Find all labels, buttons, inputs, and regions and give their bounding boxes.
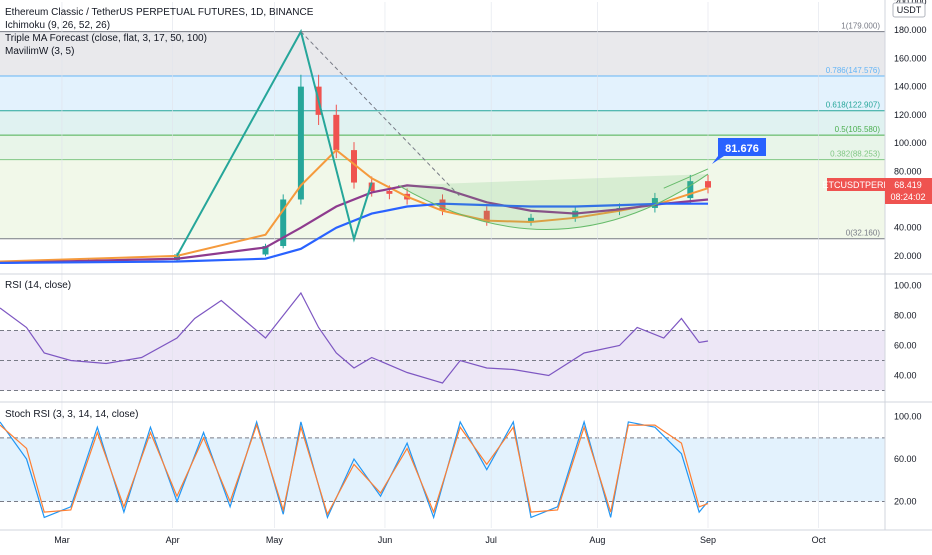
series-ma-mid-line[interactable]: [0, 184, 709, 265]
time-axis-label: Jul: [485, 535, 497, 545]
forecast-callout-box: [712, 138, 766, 164]
rsi-line[interactable]: [0, 291, 709, 384]
fib-level-label: 1(179.000): [841, 22, 880, 31]
stoch-band: [0, 437, 885, 502]
time-axis-label: Apr: [166, 535, 180, 545]
time-axis-label: Jun: [378, 535, 393, 545]
fib-band: [0, 31, 885, 76]
rsi-axis-label: 100.00: [894, 281, 922, 291]
candle-body[interactable]: [297, 86, 304, 200]
indicator-ichimoku-label[interactable]: Ichimoku (9, 26, 52, 26): [5, 20, 110, 31]
candle-body[interactable]: [280, 199, 287, 247]
rsi-axis-label: 80.00: [894, 311, 917, 321]
price-axis-label: 120.000: [894, 110, 927, 120]
candle-body[interactable]: [705, 181, 711, 188]
rsi-axis-label: 60.00: [894, 341, 917, 351]
candle-body[interactable]: [174, 254, 180, 261]
price-tag-symbol-bg: [827, 178, 885, 191]
time-axis-label: Sep: [700, 535, 716, 545]
fib-level-label: 0.5(105.580): [835, 125, 881, 134]
candle-body[interactable]: [262, 246, 269, 255]
candle-body[interactable]: [528, 217, 534, 223]
time-axis-label: Oct: [812, 535, 827, 545]
indicator-mavilim-label[interactable]: MavilimW (3, 5): [5, 46, 74, 57]
stoch-rsi-title: Stoch RSI (3, 3, 14, 14, close): [5, 409, 138, 420]
fib-level-label: 0.382(88.253): [830, 150, 880, 159]
time-axis-label: Mar: [54, 535, 70, 545]
candle-body[interactable]: [333, 114, 340, 151]
candle-body[interactable]: [439, 199, 446, 211]
series-ma-fast-line[interactable]: [0, 148, 709, 263]
price-tag-countdown: 08:24:02: [890, 192, 925, 202]
price-tag-value: 68.419: [894, 180, 922, 190]
fib-level-label: 0.786(147.576): [826, 66, 881, 75]
price-axis-label: 160.000: [894, 53, 927, 63]
stoch-axis-label: 60.00: [894, 454, 917, 464]
time-axis-label: May: [266, 535, 284, 545]
stoch-d-line[interactable]: [0, 423, 709, 516]
candle-body[interactable]: [687, 181, 694, 199]
stoch-axis-label: 20.00: [894, 496, 917, 506]
fib-band: [0, 110, 885, 136]
price-axis-label: 80.000: [894, 166, 922, 176]
symbol-title: Ethereum Classic / TetherUS PERPETUAL FU…: [5, 7, 314, 18]
rsi-title: RSI (14, close): [5, 280, 71, 291]
stoch-axis-label: 100.00: [894, 412, 922, 422]
fib-band: [0, 75, 885, 111]
forecast-callout[interactable]: 81.676: [712, 138, 766, 164]
stoch-k-line[interactable]: [0, 419, 709, 520]
forecast-callout-value: 81.676: [725, 143, 759, 155]
fib-level-label: 0.618(122.907): [826, 101, 881, 110]
candle-body[interactable]: [483, 210, 490, 223]
price-axis-label: 140.000: [894, 82, 927, 92]
price-axis-label: 40.000: [894, 223, 922, 233]
price-tag-symbol: ETCUSDTPERP: [822, 180, 889, 190]
candle-body[interactable]: [351, 150, 357, 183]
currency-badge[interactable]: [892, 2, 926, 18]
price-axis-label: 20.000: [894, 251, 922, 261]
price-axis-label: 100.000: [894, 138, 927, 148]
projection-trend-line[interactable]: [300, 31, 461, 197]
series-ma-slow-line[interactable]: [0, 202, 708, 265]
indicator-triple-ma-label[interactable]: Triple MA Forecast (close, flat, 3, 17, …: [5, 33, 207, 44]
currency-label: USDT: [897, 5, 922, 15]
fib-level-label: 0(32.160): [846, 229, 881, 238]
candle-body[interactable]: [368, 182, 375, 192]
price-tag-bg: [885, 178, 932, 204]
price-axis-label: 180.000: [894, 25, 927, 35]
cup-arc[interactable]: [397, 173, 709, 231]
candle-body[interactable]: [386, 191, 393, 194]
impulse-trend-line[interactable]: [176, 28, 373, 257]
forecast-line: [663, 168, 709, 189]
time-axis-label: Aug: [589, 535, 605, 545]
rsi-axis-label: 40.00: [894, 371, 917, 381]
